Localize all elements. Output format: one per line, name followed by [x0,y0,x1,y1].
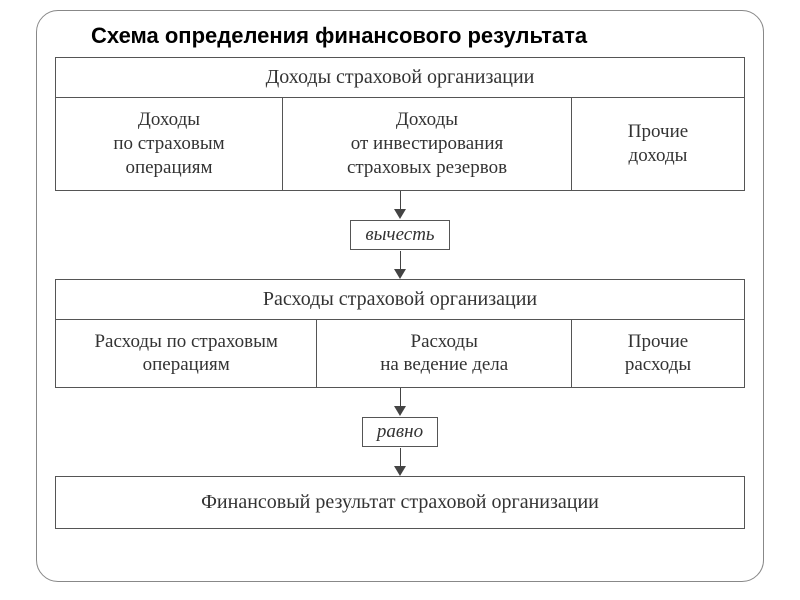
expense-header: Расходы страховой организации [56,280,744,320]
arrow-subtract: вычесть [55,191,745,279]
expense-cell-2: Прочиерасходы [572,320,744,388]
arrow-line [400,191,401,209]
arrow-head-icon [394,269,406,279]
arrow-equals: равно [55,388,745,476]
income-block: Доходы страховой организации Доходыпо ст… [55,57,745,190]
expense-cell-1: Расходына ведение дела [317,320,572,388]
income-cell-1: Доходыот инвестированиястраховых резерво… [283,98,572,189]
income-row: Доходыпо страховымоперациям Доходыот инв… [56,98,744,189]
income-header: Доходы страховой организации [56,58,744,98]
arrow-head-icon [394,406,406,416]
arrow-line [400,388,401,406]
expense-block: Расходы страховой организации Расходы по… [55,279,745,389]
result-box: Финансовый результат страховой организац… [55,476,745,529]
expense-row: Расходы по страховымоперациям Расходына … [56,320,744,388]
diagram-title: Схема определения финансового результата [55,17,745,57]
expense-cell-0: Расходы по страховымоперациям [56,320,317,388]
income-cell-2: Прочиедоходы [572,98,744,189]
arrow-line [400,251,401,269]
op-equals: равно [362,417,438,447]
income-cell-0: Доходыпо страховымоперациям [56,98,283,189]
op-subtract: вычесть [350,220,449,250]
arrow-head-icon [394,466,406,476]
diagram-frame: Схема определения финансового результата… [36,10,764,582]
arrow-head-icon [394,209,406,219]
arrow-line [400,448,401,466]
